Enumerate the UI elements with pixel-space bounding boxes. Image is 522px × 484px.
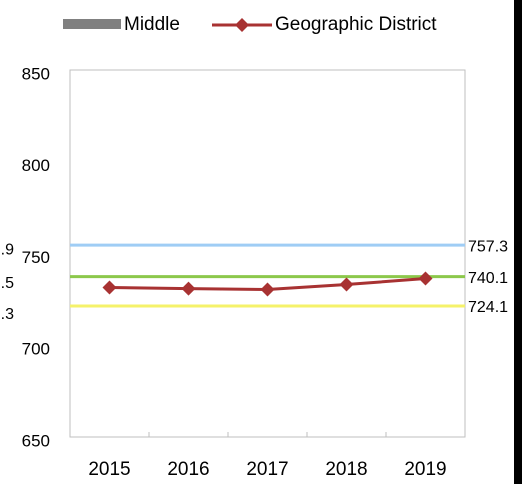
reference-label: 757.3 (468, 238, 508, 255)
reference-label: 740.1 (468, 270, 508, 287)
point-marker (418, 271, 433, 286)
point-marker (260, 282, 275, 297)
legend-marker (235, 18, 249, 32)
y-tick-label: 750 (22, 248, 50, 267)
point-marker (339, 277, 354, 292)
cut-label: .5 (1, 275, 14, 292)
plot-frame (69, 69, 466, 438)
legend-label: Middle (124, 14, 180, 35)
x-tick-label: 2018 (325, 459, 367, 480)
cut-label: .9 (1, 241, 14, 258)
legend-label: Geographic District (275, 14, 437, 35)
point-marker (102, 280, 117, 295)
y-tick-label: 700 (22, 340, 50, 359)
y-tick-label: 650 (22, 431, 50, 450)
legend-swatch (63, 19, 121, 29)
x-tick-label: 2015 (88, 459, 130, 480)
cut-label: .3 (1, 306, 14, 323)
edge-bar (514, 0, 522, 484)
y-tick-label: 800 (22, 156, 50, 175)
reference-label: 724.1 (468, 299, 508, 316)
x-tick-label: 2017 (246, 459, 288, 480)
x-tick-label: 2016 (167, 459, 209, 480)
x-tick-label: 2019 (404, 459, 446, 480)
y-tick-label: 850 (22, 64, 50, 83)
point-marker (181, 281, 196, 296)
